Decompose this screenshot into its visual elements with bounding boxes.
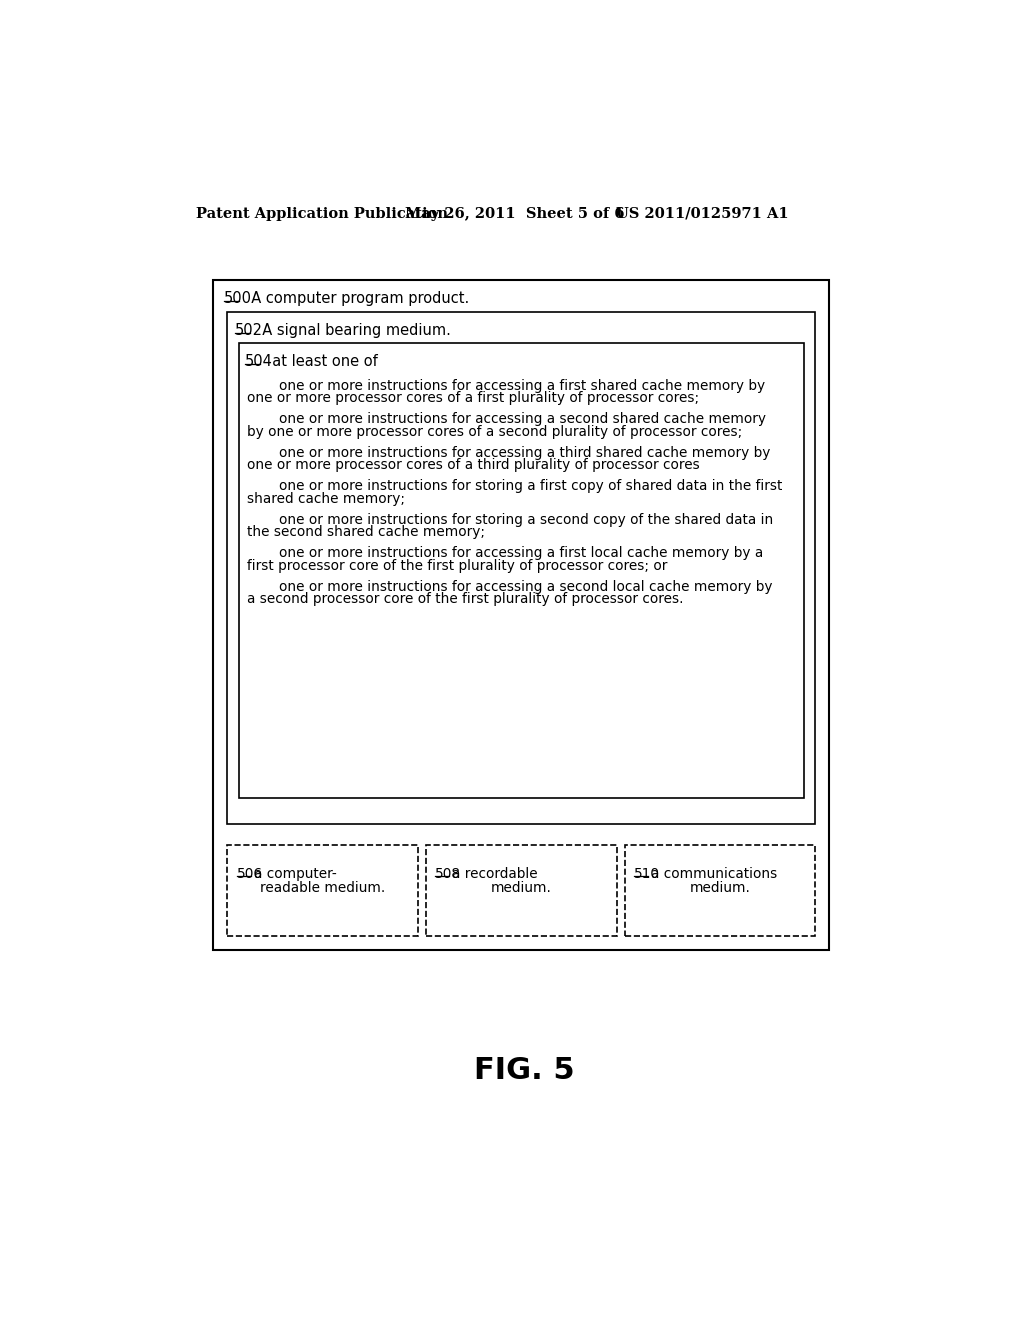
Text: 504: 504 bbox=[245, 354, 273, 370]
Text: 502: 502 bbox=[234, 323, 263, 338]
Bar bbox=[426, 845, 616, 936]
Text: A signal bearing medium.: A signal bearing medium. bbox=[253, 323, 451, 338]
Bar bbox=[227, 313, 815, 825]
Text: FIG. 5: FIG. 5 bbox=[474, 1056, 575, 1085]
Text: one or more instructions for accessing a third shared cache memory by: one or more instructions for accessing a… bbox=[280, 446, 770, 459]
Text: shared cache memory;: shared cache memory; bbox=[247, 492, 404, 506]
Text: US 2011/0125971 A1: US 2011/0125971 A1 bbox=[616, 207, 788, 220]
Text: 506: 506 bbox=[237, 867, 262, 880]
Text: one or more processor cores of a first plurality of processor cores;: one or more processor cores of a first p… bbox=[247, 391, 698, 405]
Text: a recordable: a recordable bbox=[453, 867, 538, 880]
Text: Patent Application Publication: Patent Application Publication bbox=[197, 207, 449, 220]
Text: 510: 510 bbox=[634, 867, 659, 880]
Text: one or more instructions for storing a second copy of the shared data in: one or more instructions for storing a s… bbox=[280, 512, 773, 527]
Text: readable medium.: readable medium. bbox=[260, 880, 385, 895]
Bar bbox=[213, 280, 829, 950]
Text: 500: 500 bbox=[224, 290, 252, 306]
Text: a second processor core of the first plurality of processor cores.: a second processor core of the first plu… bbox=[247, 593, 683, 606]
Text: by one or more processor cores of a second plurality of processor cores;: by one or more processor cores of a seco… bbox=[247, 425, 741, 438]
Bar bbox=[239, 343, 804, 797]
Text: one or more instructions for accessing a first shared cache memory by: one or more instructions for accessing a… bbox=[280, 379, 765, 392]
Bar bbox=[625, 845, 815, 936]
Text: first processor core of the first plurality of processor cores; or: first processor core of the first plural… bbox=[247, 558, 667, 573]
Text: one or more instructions for accessing a second local cache memory by: one or more instructions for accessing a… bbox=[280, 579, 773, 594]
Text: a computer-: a computer- bbox=[254, 867, 337, 880]
Text: medium.: medium. bbox=[490, 880, 552, 895]
Text: May 26, 2011  Sheet 5 of 6: May 26, 2011 Sheet 5 of 6 bbox=[406, 207, 625, 220]
Text: a communications: a communications bbox=[651, 867, 777, 880]
Text: one or more instructions for storing a first copy of shared data in the first: one or more instructions for storing a f… bbox=[280, 479, 782, 494]
Text: A computer program product.: A computer program product. bbox=[243, 290, 470, 306]
Text: one or more instructions for accessing a second shared cache memory: one or more instructions for accessing a… bbox=[280, 412, 766, 426]
Bar bbox=[227, 845, 418, 936]
Text: medium.: medium. bbox=[689, 880, 751, 895]
Text: one or more instructions for accessing a first local cache memory by a: one or more instructions for accessing a… bbox=[280, 546, 763, 560]
Text: 508: 508 bbox=[435, 867, 461, 880]
Text: at least one of: at least one of bbox=[263, 354, 378, 370]
Text: one or more processor cores of a third plurality of processor cores: one or more processor cores of a third p… bbox=[247, 458, 699, 473]
Text: the second shared cache memory;: the second shared cache memory; bbox=[247, 525, 484, 540]
